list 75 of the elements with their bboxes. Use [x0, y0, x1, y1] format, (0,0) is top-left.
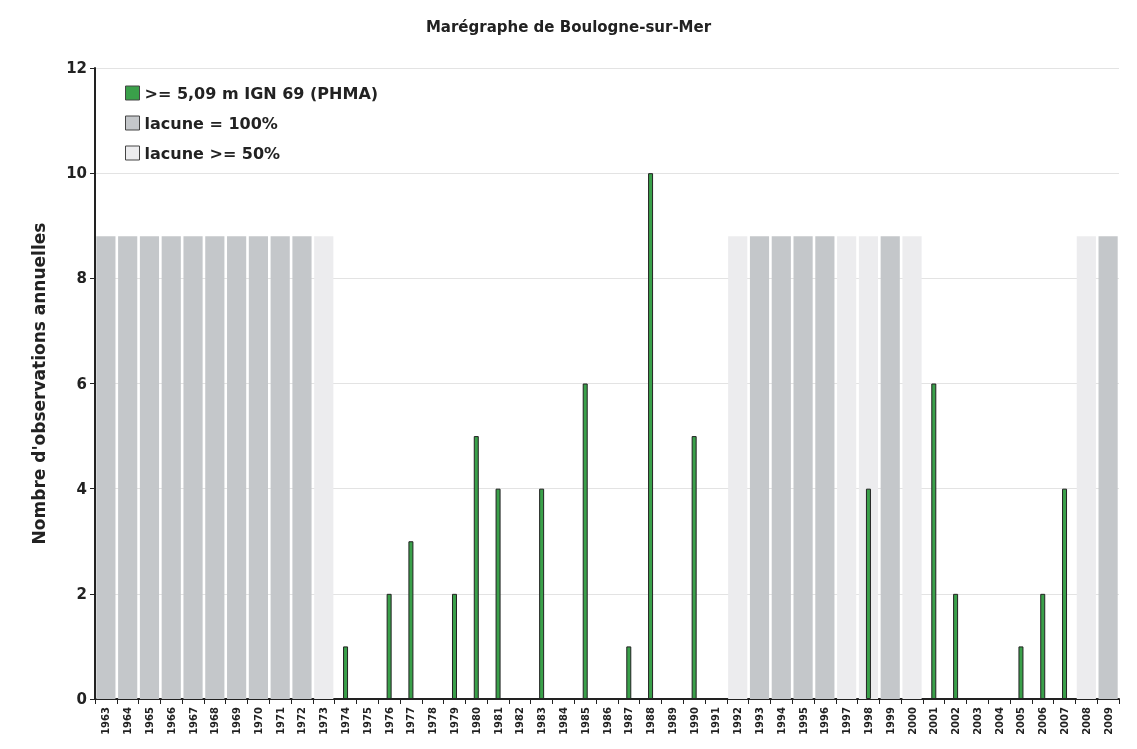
x-tick-label: 2005 — [1015, 706, 1027, 735]
y-tick-label: 10 — [66, 164, 87, 183]
x-tick-label: 1992 — [732, 706, 744, 735]
x-tick-label: 1988 — [645, 706, 657, 735]
x-tick-label: 1976 — [383, 706, 395, 735]
x-tick-label: 1963 — [100, 706, 112, 735]
x-tick-label: 1990 — [688, 706, 700, 735]
y-tick-label: 8 — [76, 269, 87, 288]
x-tick-label: 1972 — [296, 706, 308, 735]
x-tick-label: 1989 — [666, 706, 678, 735]
x-tick-label: 1987 — [623, 706, 635, 735]
x-tick-label: 1981 — [492, 706, 504, 735]
x-tick-label: 1971 — [274, 706, 286, 735]
x-tick-label: 1967 — [187, 706, 199, 735]
x-tick-label: 1968 — [209, 706, 221, 735]
x-tick-label: 2004 — [993, 706, 1005, 735]
x-tick-label: 1998 — [862, 706, 874, 735]
y-tick-label: 4 — [76, 479, 87, 498]
bar — [161, 236, 181, 699]
legend-label: lacune = 100% — [144, 113, 278, 133]
x-tick-label: 1978 — [427, 706, 439, 735]
x-tick-label: 1964 — [122, 706, 134, 735]
x-tick-label: 1993 — [754, 706, 766, 735]
x-tick-label: 1979 — [448, 706, 460, 735]
y-tick-label: 12 — [66, 59, 87, 77]
bar — [139, 236, 160, 699]
x-tick-label: 1995 — [797, 706, 809, 735]
bar — [248, 236, 268, 699]
x-tick-label: 1970 — [252, 706, 264, 735]
bar — [292, 236, 312, 699]
x-tick-label: 1965 — [143, 706, 155, 735]
x-tick-label: 2009 — [1102, 706, 1114, 735]
bar — [793, 236, 813, 699]
bar — [749, 236, 770, 699]
x-tick-label: 1980 — [470, 706, 482, 735]
x-tick-label: 1999 — [884, 706, 896, 735]
x-tick-label: 1966 — [165, 706, 177, 735]
bar — [183, 236, 203, 699]
y-tick-label: 2 — [76, 584, 87, 603]
y-tick-label: 0 — [76, 690, 87, 708]
x-tick-label: 1977 — [405, 706, 417, 735]
legend-label: lacune >= 50% — [144, 143, 281, 163]
bar — [1098, 236, 1118, 699]
x-tick-label: 1986 — [601, 706, 613, 735]
x-tick-label: 1983 — [536, 706, 548, 735]
bar — [880, 236, 900, 699]
x-tick-label: 1994 — [775, 706, 787, 735]
chart-title: Marégraphe de Boulogne-sur-Mer — [425, 17, 712, 36]
x-tick-label: 2006 — [1037, 706, 1049, 735]
bar — [118, 236, 138, 699]
x-tick-label: 1982 — [514, 706, 526, 735]
x-tick-label: 1969 — [231, 706, 243, 735]
x-tick-label: 1975 — [361, 706, 373, 735]
bar — [815, 236, 835, 699]
x-tick-label: 1985 — [579, 706, 591, 735]
x-tick-label: 2008 — [1080, 706, 1092, 735]
bar — [96, 236, 116, 699]
x-tick-label: 2003 — [971, 706, 983, 735]
x-tick-label: 1973 — [318, 706, 330, 735]
x-tick-label: 1997 — [841, 706, 853, 735]
x-tick-label: 2002 — [950, 706, 962, 735]
x-tick-label: 2001 — [928, 706, 940, 735]
x-tick-label: 2000 — [906, 706, 918, 735]
x-tick-label: 2007 — [1059, 706, 1071, 735]
x-tick-label: 1984 — [557, 706, 569, 735]
bar — [205, 236, 225, 699]
x-tick-label: 1991 — [710, 706, 722, 735]
x-tick-label: 1996 — [819, 706, 831, 735]
bar — [227, 236, 247, 699]
legend-label: >= 5,09 m IGN 69 (PHMA) — [144, 83, 379, 103]
bar — [771, 236, 791, 699]
y-axis-title: Nombre d'observations annuelles — [28, 222, 49, 545]
x-tick-label: 1974 — [340, 706, 352, 735]
bar — [270, 236, 290, 699]
y-tick-label: 6 — [76, 374, 87, 393]
